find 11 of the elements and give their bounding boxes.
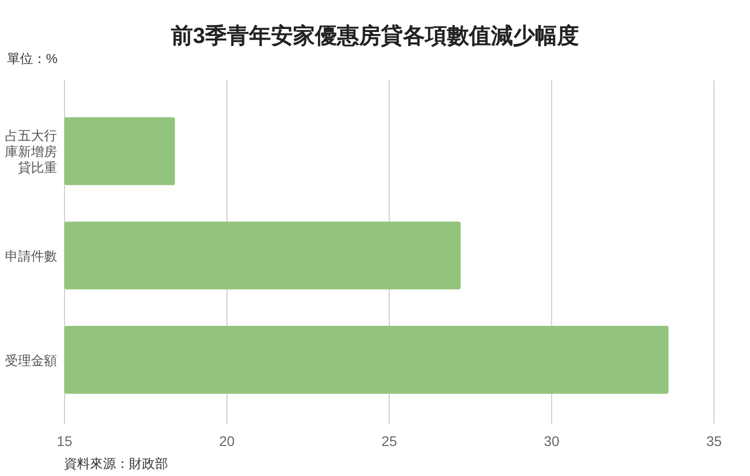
chart-title: 前3季青年安家優惠房貸各項數值減少幅度 (170, 23, 580, 48)
source-note: 資料來源：財政部 (64, 456, 168, 471)
y-tick-label: 申請件數 (5, 248, 57, 264)
x-tick-label: 20 (219, 433, 235, 449)
x-tick-label: 35 (706, 433, 722, 449)
y-tick-label: 占五大行庫新增房貸比重 (5, 128, 57, 176)
x-tick-label: 25 (381, 433, 398, 449)
x-tick-label: 30 (544, 433, 560, 449)
x-tick-label: 15 (56, 433, 72, 449)
text: 單位：% (7, 51, 58, 66)
y-tick-label: 受理金額 (5, 352, 57, 368)
